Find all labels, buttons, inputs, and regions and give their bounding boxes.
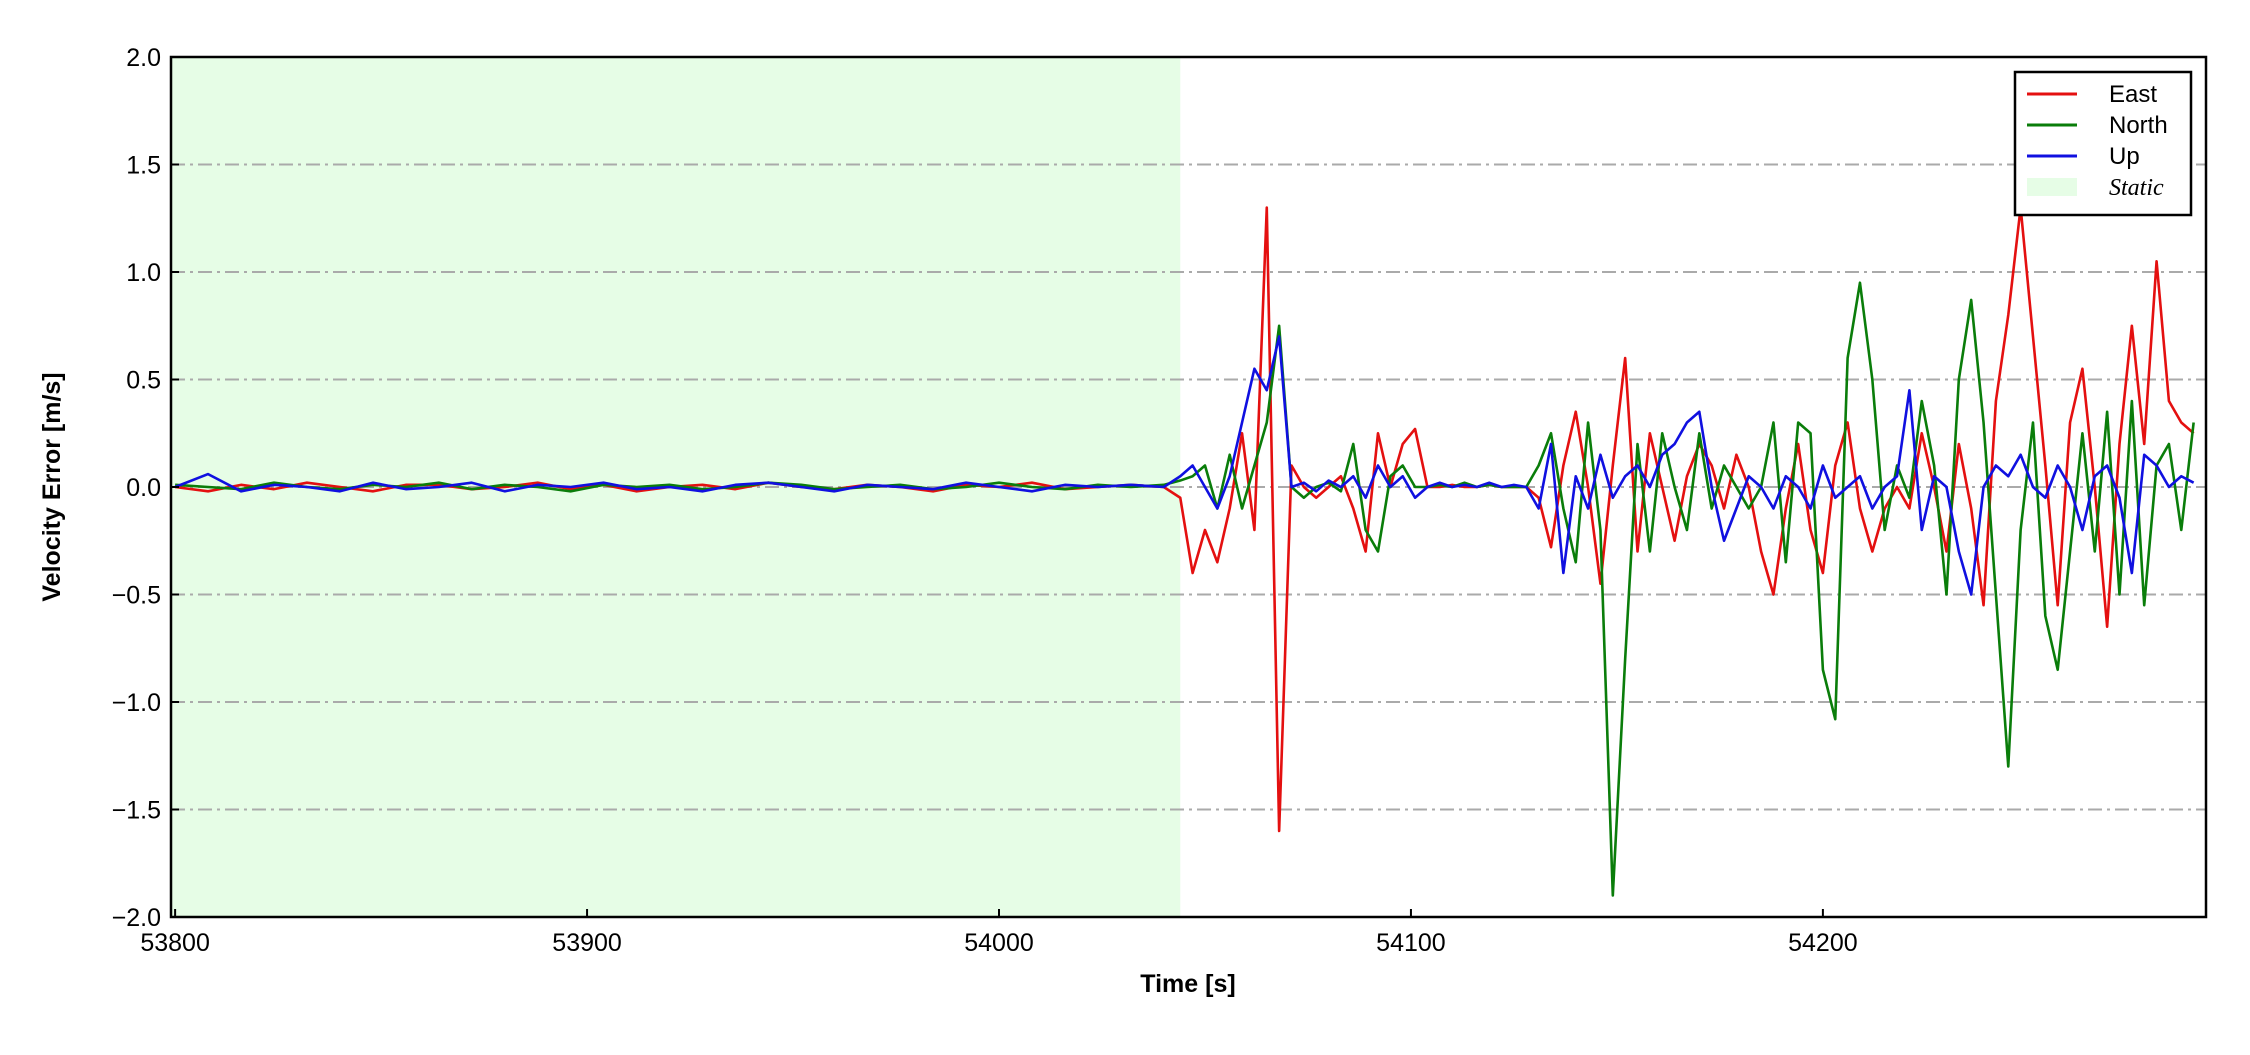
y-axis-label: Velocity Error [m/s] [38, 372, 66, 601]
x-tick-label: 54000 [964, 929, 1034, 957]
legend-label: Static [2109, 175, 2164, 201]
y-tick-label: −1.5 [112, 797, 161, 825]
legend-label: Up [2109, 143, 2140, 170]
legend: East North Up Static [2013, 70, 2193, 217]
y-tick-label: 2.0 [126, 44, 161, 72]
x-tick-label: 53900 [552, 929, 622, 957]
x-axis-label: Time [s] [1140, 970, 1235, 998]
x-tick-label: 53800 [140, 929, 210, 957]
y-tick-label: −1.0 [112, 689, 161, 717]
legend-label: East [2109, 81, 2157, 108]
y-tick-label: 0.0 [126, 474, 161, 502]
series-line [174, 335, 2195, 596]
x-tick-label: 54200 [1788, 929, 1858, 957]
legend-label: North [2109, 112, 2168, 139]
x-tick-label: 54100 [1376, 929, 1446, 957]
plot-frame [169, 55, 2208, 919]
legend-swatch [2027, 178, 2077, 196]
y-tick-label: −2.0 [112, 904, 161, 932]
y-tick-label: 1.0 [126, 259, 161, 287]
y-tick-label: 0.5 [126, 367, 161, 395]
y-tick-label: 1.5 [126, 152, 161, 180]
y-tick-label: −0.5 [112, 582, 161, 610]
plot-area [171, 57, 2206, 917]
